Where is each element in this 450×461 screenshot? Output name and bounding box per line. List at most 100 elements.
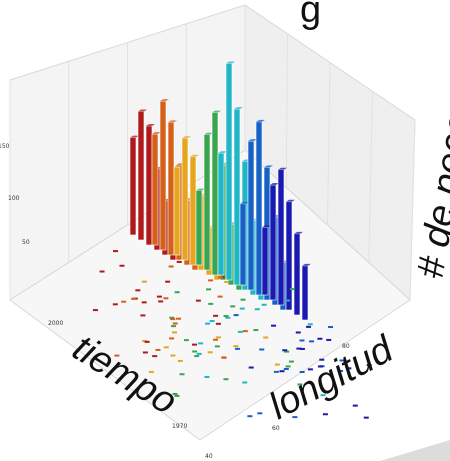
floor-bar xyxy=(148,370,154,373)
bar-top-5-2 xyxy=(256,119,265,122)
corner-shape xyxy=(380,440,450,461)
floor-bar xyxy=(114,354,120,357)
floor-bar xyxy=(155,348,161,351)
floor-bar xyxy=(221,356,227,359)
floor-bar xyxy=(179,373,185,376)
floor-bar xyxy=(152,355,158,358)
floor-bar xyxy=(142,340,148,343)
bar-series-1-1 xyxy=(159,100,167,251)
bar-top-6-4 xyxy=(294,231,303,234)
bar-series-1-2 xyxy=(167,122,175,256)
y-tick-40: 40 xyxy=(205,453,213,460)
floor-bar xyxy=(282,349,288,352)
floor-bar xyxy=(170,354,176,357)
floor-bar xyxy=(248,366,254,369)
floor-bar xyxy=(169,337,175,340)
floor-bar xyxy=(242,330,248,333)
floor-bar xyxy=(208,279,214,282)
floor-bar xyxy=(207,351,213,354)
floor-bar xyxy=(170,325,176,328)
bar-series-2-1 xyxy=(181,137,189,261)
bar-top-6-3 xyxy=(286,199,295,202)
bar-top-5-0 xyxy=(240,201,249,204)
bar-top-2-2 xyxy=(190,154,199,157)
floor-bar xyxy=(158,300,164,303)
floor-bar xyxy=(317,337,323,340)
bar-top-4-2 xyxy=(234,107,243,110)
floor-bar xyxy=(328,326,334,329)
y-tick-80: 80 xyxy=(342,343,350,350)
floor-bar xyxy=(234,347,240,350)
top-partial-label: g xyxy=(300,0,321,31)
floor-bar xyxy=(239,307,245,310)
floor-bar xyxy=(217,295,223,298)
floor-bar xyxy=(170,318,176,321)
floor-bar xyxy=(261,303,267,306)
floor-bar xyxy=(322,413,328,416)
floor-bar xyxy=(307,368,313,371)
floor-bar xyxy=(352,404,358,407)
bar-top-1-1 xyxy=(160,99,169,102)
bar-top-2-0 xyxy=(174,165,183,168)
floor-bar xyxy=(176,260,182,263)
floor-bar xyxy=(172,393,178,396)
floor-bar xyxy=(240,298,246,301)
floor-bar xyxy=(192,350,198,353)
floor-bar xyxy=(326,338,332,341)
floor-bar xyxy=(283,367,289,370)
floor-bar xyxy=(198,342,204,345)
grid-line xyxy=(285,33,288,188)
bar-series-0-1 xyxy=(137,111,145,241)
bar-series-6-0 xyxy=(261,227,269,296)
bar-series-0-2 xyxy=(145,125,153,246)
bar-series-2-0 xyxy=(173,166,181,256)
z-ticks: 150 100 50 xyxy=(0,143,30,246)
bar-series-5-1 xyxy=(247,140,255,291)
floor-bar xyxy=(274,363,280,366)
z-tick-100: 100 xyxy=(8,195,20,202)
floor-bar xyxy=(295,331,301,334)
floor-bar xyxy=(112,303,118,306)
floor-bar xyxy=(99,270,105,273)
bar-top-6-0 xyxy=(262,225,271,228)
floor-bar xyxy=(297,383,303,386)
floor-bar xyxy=(292,416,298,419)
floor-bar xyxy=(92,309,98,312)
floor-bar xyxy=(214,345,220,348)
floor-bar xyxy=(195,299,201,302)
bar-series-2-2 xyxy=(189,156,197,266)
floor-bar xyxy=(257,412,263,415)
floor-bar xyxy=(237,330,243,333)
floor-bar xyxy=(224,280,230,283)
floor-bar xyxy=(119,264,125,267)
bar-series-5-2 xyxy=(255,121,263,296)
grid-line xyxy=(368,91,373,263)
bar-top-3-1 xyxy=(204,132,213,135)
bar-top-6-2 xyxy=(278,167,287,170)
floor-bar xyxy=(346,367,352,370)
floor-bar xyxy=(113,250,119,253)
floor-bar xyxy=(204,375,210,378)
floor-bar xyxy=(309,340,315,343)
floor-bar xyxy=(177,359,183,362)
bar-series-6-5 xyxy=(301,265,309,321)
floor-bar xyxy=(206,288,212,291)
floor-bar xyxy=(172,322,178,325)
floor-bar xyxy=(299,370,305,373)
bar-top-0-1 xyxy=(138,109,147,112)
bar-top-4-1 xyxy=(226,61,235,64)
floor-bar xyxy=(156,295,162,298)
floor-bar xyxy=(223,315,229,318)
floor-bar xyxy=(140,314,146,317)
floor-bar xyxy=(205,322,211,325)
floor-bar xyxy=(174,394,180,397)
bars-group xyxy=(92,61,372,419)
floor-bar xyxy=(176,317,182,320)
floor-bar xyxy=(174,291,180,294)
floor-bar xyxy=(144,340,150,343)
bar-top-0-2 xyxy=(146,123,155,126)
floor-bar xyxy=(141,301,147,304)
floor-bar xyxy=(233,314,239,317)
floor-bar xyxy=(307,323,313,326)
